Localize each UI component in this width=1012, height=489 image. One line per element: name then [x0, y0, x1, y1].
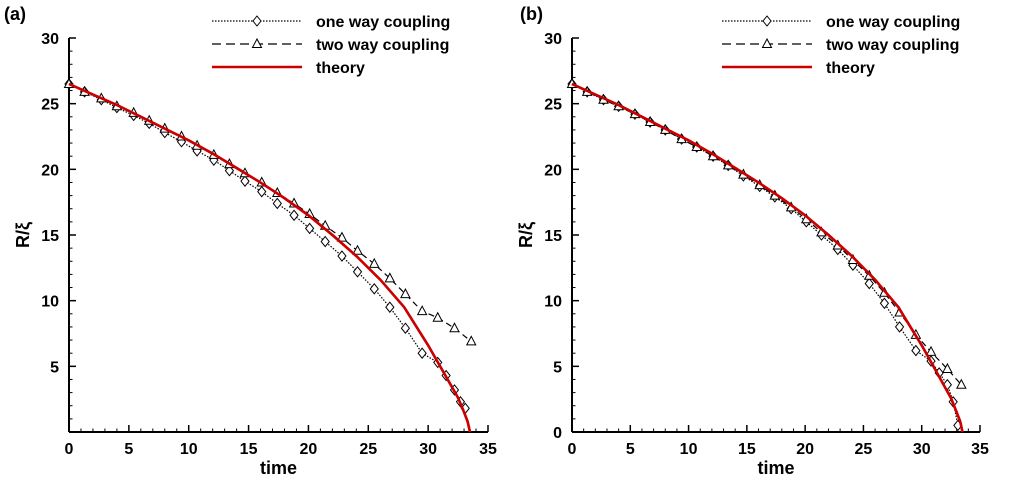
data-point-triangle	[432, 311, 444, 322]
y-tick-label: 15	[544, 228, 562, 245]
series-line-one-way	[571, 83, 959, 426]
y-tick-label: 25	[41, 97, 59, 114]
series-line-one-way	[68, 83, 466, 409]
data-point-diamond	[417, 347, 427, 360]
legend-marker-diamond	[762, 15, 772, 27]
data-point-diamond	[385, 301, 395, 314]
data-point-diamond	[224, 164, 235, 177]
legend-marker-triangle	[761, 37, 773, 48]
x-tick-label: 35	[971, 441, 989, 458]
data-point-triangle	[465, 335, 477, 346]
panel-label: (a)	[4, 4, 26, 24]
data-point-diamond	[240, 175, 250, 187]
x-tick-label: 15	[240, 441, 258, 458]
legend-label: theory	[826, 60, 875, 77]
data-point-triangle	[942, 362, 953, 373]
data-point-triangle	[416, 305, 428, 316]
data-point-diamond	[289, 209, 299, 222]
x-tick-label: 25	[855, 441, 873, 458]
x-tick-label: 10	[680, 441, 698, 458]
data-point-diamond	[352, 265, 363, 278]
x-tick-label: 20	[796, 441, 814, 458]
x-tick-label: 10	[180, 441, 198, 458]
x-tick-label: 20	[300, 441, 318, 458]
data-point-triangle	[449, 322, 460, 333]
y-axis-label: R/ξ	[516, 222, 537, 248]
chart-panel-b: 0 5 10 15 20 25 30 35 0 5 10 15 20 25 30 time R/ξ (b) one …	[516, 4, 989, 478]
y-tick-label: 0	[553, 425, 562, 442]
data-point-diamond	[272, 197, 282, 210]
y-tick-label: 15	[41, 228, 59, 245]
y-tick-label: 25	[544, 97, 562, 114]
x-tick-label: 30	[419, 441, 437, 458]
x-tick-label: 0	[568, 441, 577, 458]
y-tick-label: 10	[544, 294, 562, 311]
y-tick-label: 10	[41, 294, 59, 311]
data-point-triangle	[925, 345, 937, 356]
x-tick-label: 5	[124, 441, 133, 458]
x-tick-label: 35	[479, 441, 497, 458]
legend-marker-triangle	[251, 37, 263, 48]
x-tick-label: 15	[738, 441, 756, 458]
data-point-triangle	[352, 244, 363, 255]
y-tick-label: 20	[544, 162, 562, 179]
series-line-two-way	[571, 83, 962, 386]
series-line-theory-overlay	[571, 82, 964, 433]
series-line-theory-overlay	[68, 82, 472, 433]
y-tick-label: 5	[50, 359, 59, 376]
legend-marker-diamond	[252, 15, 262, 27]
data-point-diamond	[911, 344, 921, 357]
x-tick-label: 25	[359, 441, 377, 458]
data-point-diamond	[894, 321, 905, 333]
legend-label: one way coupling	[826, 14, 960, 31]
data-point-diamond	[304, 222, 315, 235]
data-point-triangle	[368, 257, 380, 268]
x-axis-label: time	[260, 458, 297, 478]
y-tick-label: 30	[544, 31, 562, 48]
x-axis-label: time	[757, 458, 794, 478]
x-tick-label: 5	[626, 441, 635, 458]
chart-panel-a: 0 5 10 15 20 25 30 35 5 10 15 20 25 30 time R/ξ (a) one w…	[4, 4, 497, 478]
x-tick-label: 0	[65, 441, 74, 458]
y-tick-label: 20	[41, 162, 59, 179]
data-point-triangle	[336, 231, 348, 242]
series-line-theory	[571, 82, 964, 433]
x-tick-label: 30	[913, 441, 931, 458]
data-point-diamond	[864, 277, 874, 290]
series-line-two-way	[68, 83, 472, 342]
data-point-triangle	[956, 378, 967, 389]
legend-label: two way coupling	[826, 37, 959, 54]
data-point-diamond	[337, 250, 347, 262]
data-point-diamond	[257, 185, 267, 198]
data-point-triangle	[400, 288, 411, 299]
y-tick-label: 30	[41, 31, 59, 48]
data-point-diamond	[320, 235, 330, 248]
panel-label: (b)	[520, 4, 543, 24]
y-axis-label: R/ξ	[13, 222, 34, 248]
legend-label: two way coupling	[316, 37, 449, 54]
data-point-diamond	[400, 322, 411, 335]
data-point-diamond	[879, 297, 890, 310]
data-point-triangle	[384, 272, 396, 283]
y-tick-label: 5	[553, 359, 562, 376]
legend-label: theory	[316, 60, 365, 77]
series-line-theory	[68, 82, 472, 433]
data-point-diamond	[369, 283, 379, 295]
legend-label: one way coupling	[316, 14, 450, 31]
